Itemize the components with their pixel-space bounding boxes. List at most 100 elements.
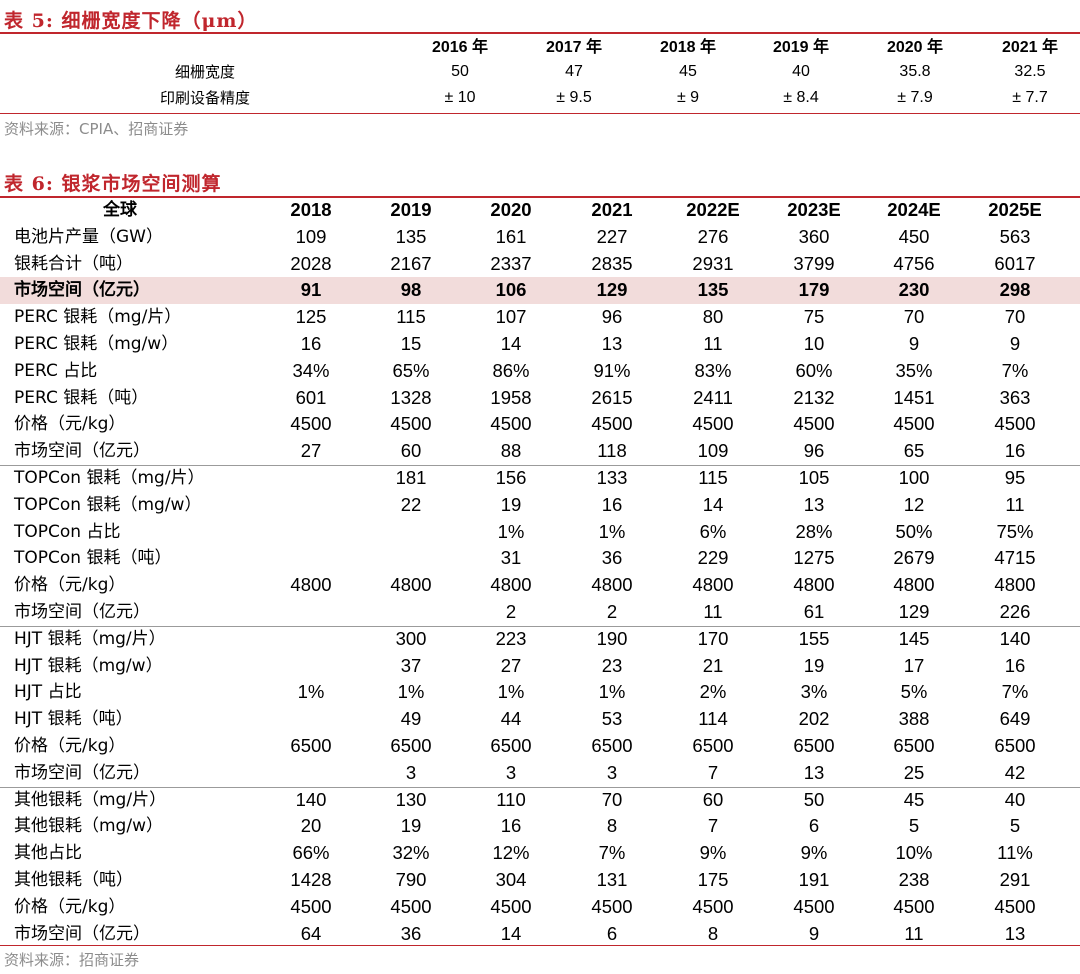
- table6-cell: 4500: [290, 413, 332, 435]
- table6-cell: 4500: [290, 895, 332, 917]
- table5-header-cell: 2016 年: [431, 39, 489, 56]
- table6-cell: 1%: [397, 681, 425, 703]
- table6-cell: 4500: [390, 413, 432, 435]
- table6-cell: 4800: [490, 574, 532, 596]
- table6-cell: 75: [803, 306, 825, 328]
- table6-cell: 27: [500, 654, 522, 676]
- table6-cell: 27: [300, 440, 322, 462]
- table6-cell: 145: [898, 627, 930, 649]
- table6-top-rule: [0, 196, 1080, 198]
- table6-row: 银耗合计（吨） 2028 2167 2337 2835 2931 3799 4756 6017: [0, 251, 1080, 278]
- table6-row: PERC 银耗（mg/w） 16 15 14 13 11 10 9 9: [0, 331, 1080, 358]
- table6-cell: 50%: [895, 520, 933, 542]
- table6-cell: 135: [395, 225, 427, 247]
- table6-cell: 4800: [994, 574, 1036, 596]
- table6-cell: 12: [903, 493, 925, 515]
- table6-cell: 96: [803, 440, 825, 462]
- table6-cell: 6500: [290, 735, 332, 756]
- table6-row: HJT 银耗（吨） 49 44 53 114 202 388 649: [0, 706, 1080, 733]
- table6-cell: 13: [601, 333, 623, 354]
- table6-cell: 16: [500, 815, 522, 837]
- table5-cell: 35.8: [899, 63, 931, 80]
- table6-cell: 66%: [292, 842, 330, 864]
- table6-cell: 2167: [390, 252, 432, 274]
- table6-cell: 49: [400, 708, 422, 730]
- table6-cell: 70: [1004, 306, 1026, 328]
- table5-row: 细栅宽度 50 47 45 40 35.8 32.5: [0, 59, 1080, 85]
- table6-cell: 7%: [1001, 681, 1029, 703]
- table6-cell: 7: [707, 761, 719, 783]
- table6-cell: 5%: [900, 681, 928, 703]
- table6-row: PERC 银耗（mg/片） 125 115 107 96 80 75 70 70: [0, 304, 1080, 331]
- table6-cell: 98: [400, 279, 422, 301]
- table6-cell: 13: [1004, 922, 1026, 944]
- table6-cell: 12%: [492, 842, 530, 864]
- table6-cell: 7: [707, 815, 719, 837]
- table6-cell: 601: [295, 386, 327, 408]
- table6-cell: 4500: [390, 895, 432, 917]
- table6-cell: 4500: [692, 413, 734, 435]
- table6-row-label: HJT 占比: [14, 682, 82, 703]
- table6-cell: 17: [903, 654, 925, 676]
- table6-row: 其他银耗（mg/片） 140 130 110 70 60 50 45 40: [0, 787, 1080, 814]
- table6-cell: 790: [395, 869, 427, 890]
- table6-cell: 4500: [490, 413, 532, 435]
- table6-row-label: PERC 占比: [14, 360, 98, 381]
- table6-header-cell: 2021: [591, 199, 633, 220]
- table6-row-label: HJT 银耗（mg/片）: [14, 628, 166, 649]
- table6-cell: 2028: [290, 252, 332, 274]
- table6-row-label: 其他银耗（吨）: [14, 870, 133, 890]
- table6-cell: 8: [606, 815, 618, 837]
- table6-group-divider: [0, 625, 1080, 627]
- table6-cell: 9: [908, 333, 920, 354]
- table6-cell: 6500: [390, 735, 432, 756]
- table6-row: 其他银耗（mg/w） 20 19 16 8 7 6 5 5: [0, 813, 1080, 840]
- table6-cell: 60: [702, 788, 724, 810]
- table5-cell: ± 9: [676, 89, 700, 106]
- table6-row: 价格（元/kg） 4500 4500 4500 4500 4500 4500 4500 4500: [0, 894, 1080, 921]
- table6-cell: 19: [400, 815, 422, 837]
- table6-row: PERC 占比 34% 65% 86% 91% 83% 60% 35% 7%: [0, 358, 1080, 385]
- table6-cell: 1%: [497, 520, 525, 542]
- table6-cell: 3%: [800, 681, 828, 703]
- table6-row: 价格（元/kg） 6500 6500 6500 6500 6500 6500 6500 6500: [0, 733, 1080, 760]
- table6-cell: 6500: [490, 735, 532, 756]
- table6-cell: 83%: [694, 359, 732, 381]
- table6-cell: 4500: [591, 895, 633, 917]
- table6-cell: 6500: [893, 735, 935, 756]
- table6-cell: 32%: [392, 842, 430, 864]
- table5-cell: 50: [451, 63, 469, 80]
- table6-cell: 75%: [996, 520, 1034, 542]
- table6-row: 市场空间（亿元） 3 3 3 7 13 25 42: [0, 760, 1080, 787]
- table6-row: 电池片产量（GW） 109 135 161 227 276 360 450 563: [0, 224, 1080, 251]
- table5-header-cell: 2017 年: [545, 39, 603, 56]
- table6-cell: 11: [703, 601, 723, 622]
- table6-cell: 9%: [699, 842, 727, 864]
- table6-cell: 6500: [591, 735, 633, 756]
- table6-cell: 2337: [490, 252, 532, 274]
- table6-row-label: 其他占比: [14, 843, 82, 864]
- table6-cell: 9: [1009, 333, 1021, 354]
- table6-row-label: 价格（元/kg）: [14, 575, 126, 596]
- table6-cell: 11: [1005, 493, 1025, 515]
- table5-cell: ± 8.4: [783, 89, 819, 106]
- table6-cell: 10: [803, 333, 825, 354]
- table6-cell: 5: [908, 815, 920, 837]
- table6-cell: 130: [395, 788, 427, 810]
- table6-cell: 1328: [390, 386, 432, 408]
- table6-cell: 1%: [598, 681, 626, 703]
- table6-cell: 60%: [795, 359, 833, 381]
- table5-cell: ± 9.5: [556, 89, 592, 106]
- table6-cell: 86%: [492, 359, 530, 381]
- table6-cell: 107: [495, 306, 527, 328]
- table6-cell: 230: [898, 279, 930, 301]
- table6-cell: 227: [596, 225, 628, 247]
- table6-cell: 11: [904, 922, 924, 944]
- table6-cell: 191: [798, 869, 830, 890]
- table6-cell: 106: [495, 279, 527, 301]
- table6-cell: 31: [500, 547, 522, 569]
- table6-row: TOPCon 银耗（mg/w） 22 19 16 14 13 12 11: [0, 492, 1080, 519]
- table6-cell: 19: [803, 654, 825, 676]
- table6-row: 其他银耗（吨） 1428 790 304 131 175 191 238 291: [0, 867, 1080, 894]
- table6-row: 市场空间（亿元） 27 60 88 118 109 96 65 16: [0, 438, 1080, 465]
